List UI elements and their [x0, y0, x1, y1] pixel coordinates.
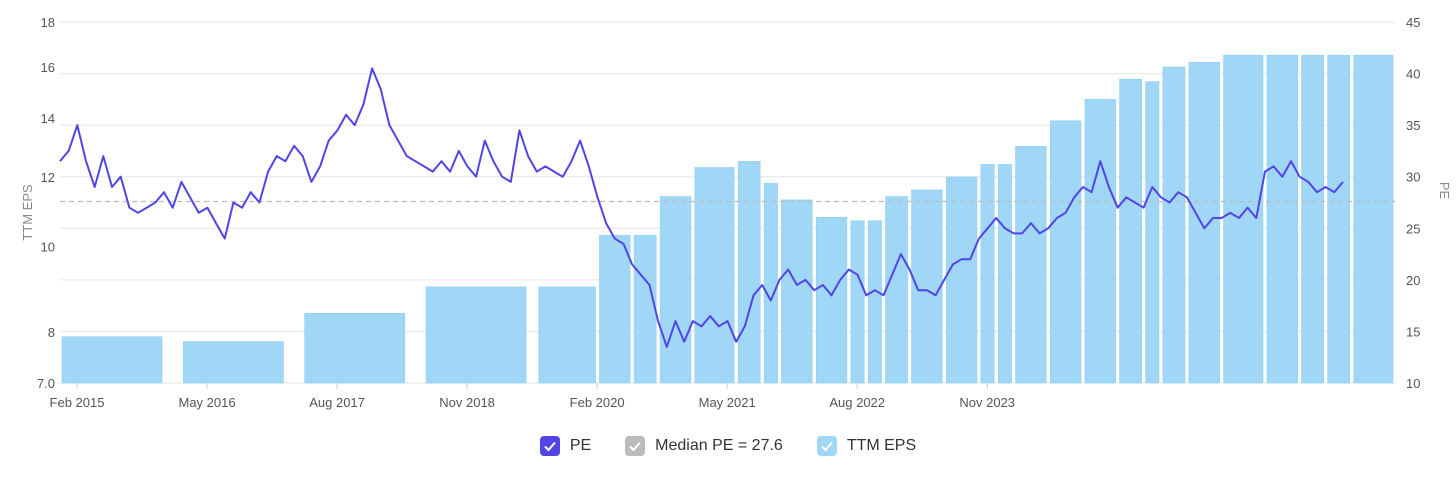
- left-axis-title: TTM EPS: [20, 184, 35, 241]
- right-tick-label: 30: [1406, 170, 1420, 185]
- left-tick-label: 14: [41, 111, 55, 126]
- legend-label-pe: PE: [569, 437, 592, 454]
- x-axis-ticks: Feb 2015 May 2016 Aug 2017 Nov 2018 Feb 2020…: [50, 383, 1015, 410]
- right-tick-label: 40: [1406, 67, 1420, 82]
- left-tick-label: 12: [41, 170, 55, 185]
- checkbox-icon[interactable]: [539, 436, 560, 456]
- x-tick-label: Aug 2017: [309, 395, 365, 410]
- right-tick-label: 20: [1406, 273, 1420, 288]
- right-axis-title: PE: [1437, 182, 1452, 200]
- x-tick-label: May 2021: [699, 395, 756, 410]
- eps-bar: [61, 336, 163, 384]
- right-tick-label: 15: [1406, 324, 1420, 339]
- eps-bar: [1353, 54, 1394, 384]
- eps-bar: [1327, 54, 1350, 384]
- x-tick-label: Feb 2015: [50, 395, 105, 410]
- eps-bar: [1049, 120, 1082, 384]
- eps-bar: [1301, 54, 1324, 384]
- eps-bar: [633, 235, 657, 384]
- right-tick-label: 35: [1406, 118, 1420, 133]
- eps-bar: [815, 216, 848, 384]
- left-tick-label: 18: [41, 15, 55, 30]
- eps-bar: [183, 341, 284, 384]
- eps-bar: [737, 161, 761, 384]
- eps-bar: [599, 235, 631, 384]
- eps-bar: [997, 164, 1012, 384]
- eps-bar: [1119, 78, 1142, 384]
- checkbox-icon[interactable]: [625, 436, 646, 456]
- legend-item-eps[interactable]: TTM EPS: [816, 436, 917, 456]
- eps-bar: [850, 220, 865, 384]
- x-tick-label: Nov 2018: [439, 395, 495, 410]
- eps-bar: [1188, 61, 1220, 384]
- legend: PE Median PE = 27.6 TTM EPS: [0, 436, 1456, 456]
- eps-bar: [1162, 66, 1186, 384]
- eps-bar: [781, 199, 813, 384]
- legend-item-pe[interactable]: PE: [539, 436, 592, 456]
- legend-label-eps: TTM EPS: [846, 437, 917, 454]
- left-tick-label: 8: [48, 325, 55, 340]
- eps-bar: [1084, 99, 1116, 384]
- pe-line: [59, 67, 1344, 348]
- legend-label-median: Median PE = 27.6: [655, 437, 783, 454]
- eps-bar: [304, 313, 406, 384]
- eps-bar: [867, 220, 882, 384]
- x-tick-label: Aug 2022: [829, 395, 885, 410]
- eps-bars: [61, 54, 1394, 384]
- eps-bar: [425, 286, 527, 384]
- right-axis-ticks: 10 15 20 25 30 35 40 45: [1406, 15, 1420, 391]
- legend-item-median[interactable]: Median PE = 27.6: [625, 436, 783, 456]
- x-tick-label: Feb 2020: [570, 395, 625, 410]
- right-tick-label: 10: [1406, 376, 1420, 391]
- eps-bar: [945, 176, 978, 384]
- eps-bar: [1223, 54, 1264, 384]
- eps-bar: [694, 167, 735, 384]
- x-tick-label: Nov 2023: [959, 395, 1015, 410]
- eps-bar: [885, 196, 908, 384]
- left-tick-label: 7.0: [37, 376, 55, 391]
- eps-bar: [763, 183, 778, 384]
- right-tick-label: 45: [1406, 15, 1420, 30]
- eps-bar: [1145, 81, 1160, 384]
- left-tick-label: 10: [41, 240, 55, 255]
- eps-bar: [1015, 146, 1047, 384]
- x-tick-label: May 2016: [178, 395, 235, 410]
- eps-bar: [980, 164, 995, 384]
- left-axis-ticks: 7.0 8 10 12 14 16 18: [37, 15, 55, 391]
- eps-bar: [1266, 54, 1298, 384]
- eps-bar: [659, 196, 692, 384]
- eps-bar: [538, 286, 596, 384]
- left-tick-label: 16: [41, 60, 55, 75]
- checkbox-icon[interactable]: [816, 436, 837, 456]
- right-tick-label: 25: [1406, 221, 1420, 236]
- pe-eps-chart: Feb 2015 May 2016 Aug 2017 Nov 2018 Feb 2020…: [20, 15, 1452, 410]
